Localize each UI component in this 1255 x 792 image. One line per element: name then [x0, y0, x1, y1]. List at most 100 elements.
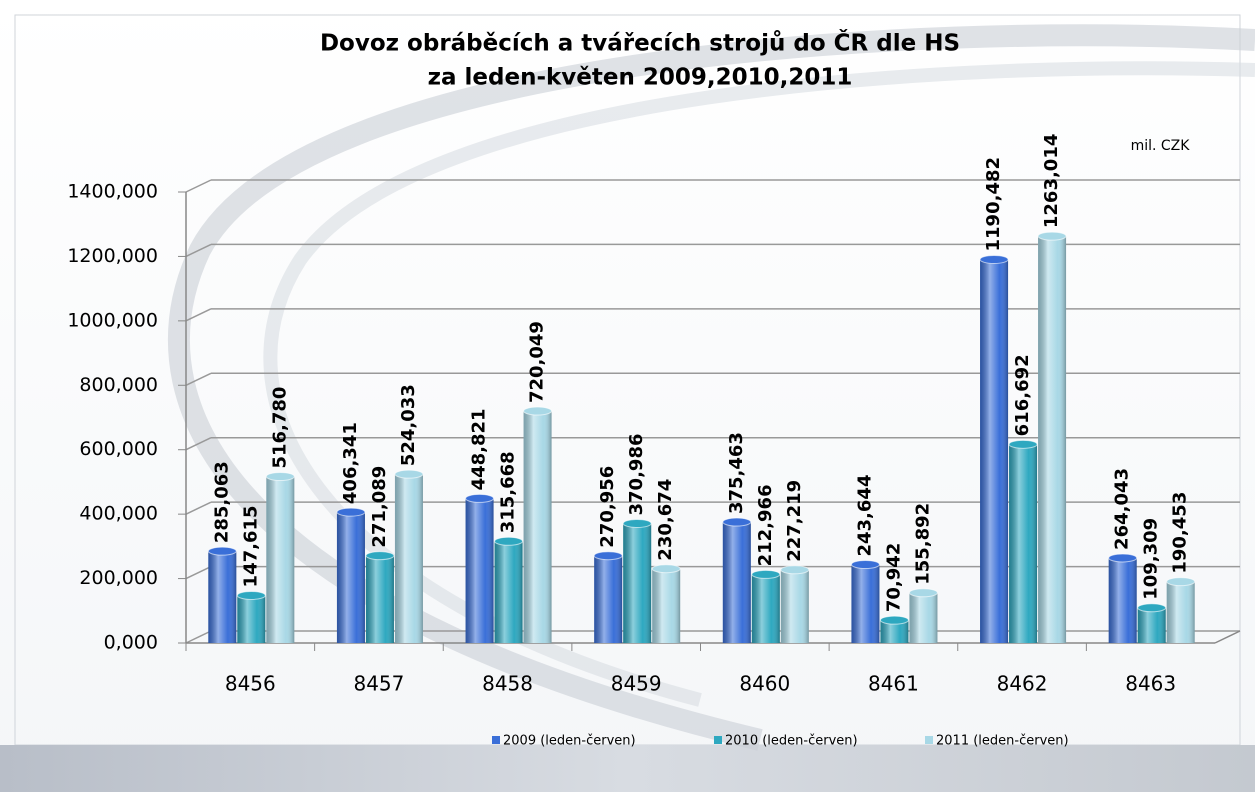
data-label: 147,615 — [240, 505, 261, 587]
bar-cap — [336, 507, 366, 517]
bar-cap — [1108, 553, 1138, 563]
grid-line — [185, 565, 212, 580]
x-axis — [1214, 630, 1241, 644]
bar-shade — [851, 564, 880, 643]
data-label: 406,341 — [340, 422, 361, 504]
data-label: 227,219 — [784, 480, 805, 562]
y-tick-label: 1200,000 — [67, 245, 158, 267]
bar-shade — [465, 498, 494, 643]
x-tick-label: 8463 — [1125, 672, 1176, 696]
bar-cap — [1037, 231, 1067, 241]
bar-cap — [494, 536, 524, 546]
bar-shade — [909, 592, 938, 643]
bar-cap — [850, 560, 880, 570]
data-label: 243,644 — [854, 475, 875, 557]
chart-title: za leden-květen 2009,2010,2011 — [428, 65, 853, 91]
bar-shade — [880, 620, 909, 643]
bar-shade — [980, 259, 1009, 643]
bar-cap — [1137, 603, 1167, 613]
bar-cap — [236, 590, 266, 600]
data-label: 720,049 — [527, 321, 548, 403]
grid-line — [185, 630, 212, 644]
grid-line — [185, 179, 212, 193]
bar-cap — [722, 517, 752, 527]
x-tick-label: 8462 — [997, 672, 1048, 696]
bar-shade — [594, 555, 623, 643]
bar-cap — [651, 564, 681, 574]
bar-cap — [979, 254, 1009, 264]
data-label: 516,780 — [269, 387, 290, 469]
chart-title: Dovoz obráběcích a tvářecích strojů do Č… — [320, 29, 960, 57]
bar-shade — [394, 474, 423, 643]
data-label: 1190,482 — [983, 157, 1004, 252]
y-tick-label: 0,000 — [104, 632, 158, 654]
legend-label: 2010 (leden-červen) — [725, 734, 858, 749]
data-label: 109,309 — [1141, 518, 1162, 600]
bar-cap — [751, 569, 781, 579]
data-label: 212,966 — [755, 484, 776, 566]
bar-shade — [208, 551, 237, 643]
data-label: 370,986 — [626, 434, 647, 516]
legend-swatch — [492, 736, 500, 744]
grid-line — [185, 372, 212, 386]
x-tick-label: 8456 — [225, 672, 276, 696]
bar-shade — [266, 476, 295, 643]
y-tick-label: 800,000 — [79, 374, 158, 396]
legend-swatch — [714, 736, 722, 744]
x-tick-label: 8460 — [739, 672, 790, 696]
bar-cap — [207, 546, 237, 556]
data-label: 524,033 — [398, 384, 419, 466]
bar-cap — [908, 588, 938, 598]
x-tick-label: 8457 — [353, 672, 404, 696]
bar-cap — [1166, 577, 1196, 587]
bar-shade — [237, 595, 266, 643]
bar-shade — [523, 411, 552, 643]
data-label: 70,942 — [883, 543, 904, 612]
data-label: 448,821 — [469, 408, 490, 490]
x-tick-label: 8458 — [482, 672, 533, 696]
y-tick-label: 400,000 — [79, 503, 158, 525]
data-label: 616,692 — [1012, 354, 1033, 436]
y-tick-label: 1400,000 — [67, 181, 158, 203]
grid-line — [185, 308, 212, 322]
bar-shade — [780, 569, 809, 643]
bar-cap — [780, 565, 810, 575]
bar-shade — [1137, 607, 1166, 643]
bottom-band — [0, 745, 1255, 792]
x-tick-label: 8461 — [868, 672, 919, 696]
bar-shade — [652, 568, 681, 643]
y-tick-label: 600,000 — [79, 438, 158, 460]
y-tick-label: 200,000 — [79, 567, 158, 589]
data-label: 270,956 — [597, 466, 618, 548]
bar-cap — [394, 469, 424, 479]
y-tick-label: 1000,000 — [67, 309, 158, 331]
bar-cap — [593, 551, 623, 561]
bar-cap — [879, 615, 909, 625]
bar-cap — [365, 551, 395, 561]
data-label: 375,463 — [726, 432, 747, 514]
data-label: 264,043 — [1112, 468, 1133, 550]
bar-shade — [365, 555, 394, 643]
bar-shade — [1166, 581, 1195, 643]
data-label: 285,063 — [211, 461, 232, 543]
legend-label: 2011 (leden-červen) — [936, 734, 1069, 749]
bar-cap — [1008, 439, 1038, 449]
data-label: 230,674 — [655, 479, 676, 561]
data-label: 271,089 — [369, 466, 390, 548]
bar-shade — [1038, 236, 1067, 643]
legend-label: 2009 (leden-červen) — [503, 734, 636, 749]
legend-swatch — [925, 736, 933, 744]
bar-cap — [523, 406, 553, 416]
unit-label: mil. CZK — [1131, 138, 1191, 154]
data-label: 1263,014 — [1041, 134, 1062, 229]
bar-cap — [265, 472, 295, 482]
bar-shade — [623, 523, 652, 643]
bar-shade — [336, 512, 365, 643]
data-label: 155,892 — [912, 503, 933, 585]
grid-line — [185, 243, 212, 258]
bar-cap — [465, 493, 495, 503]
bar-shade — [1108, 557, 1137, 643]
bar-shade — [1009, 444, 1038, 643]
bar-shade — [494, 541, 523, 643]
